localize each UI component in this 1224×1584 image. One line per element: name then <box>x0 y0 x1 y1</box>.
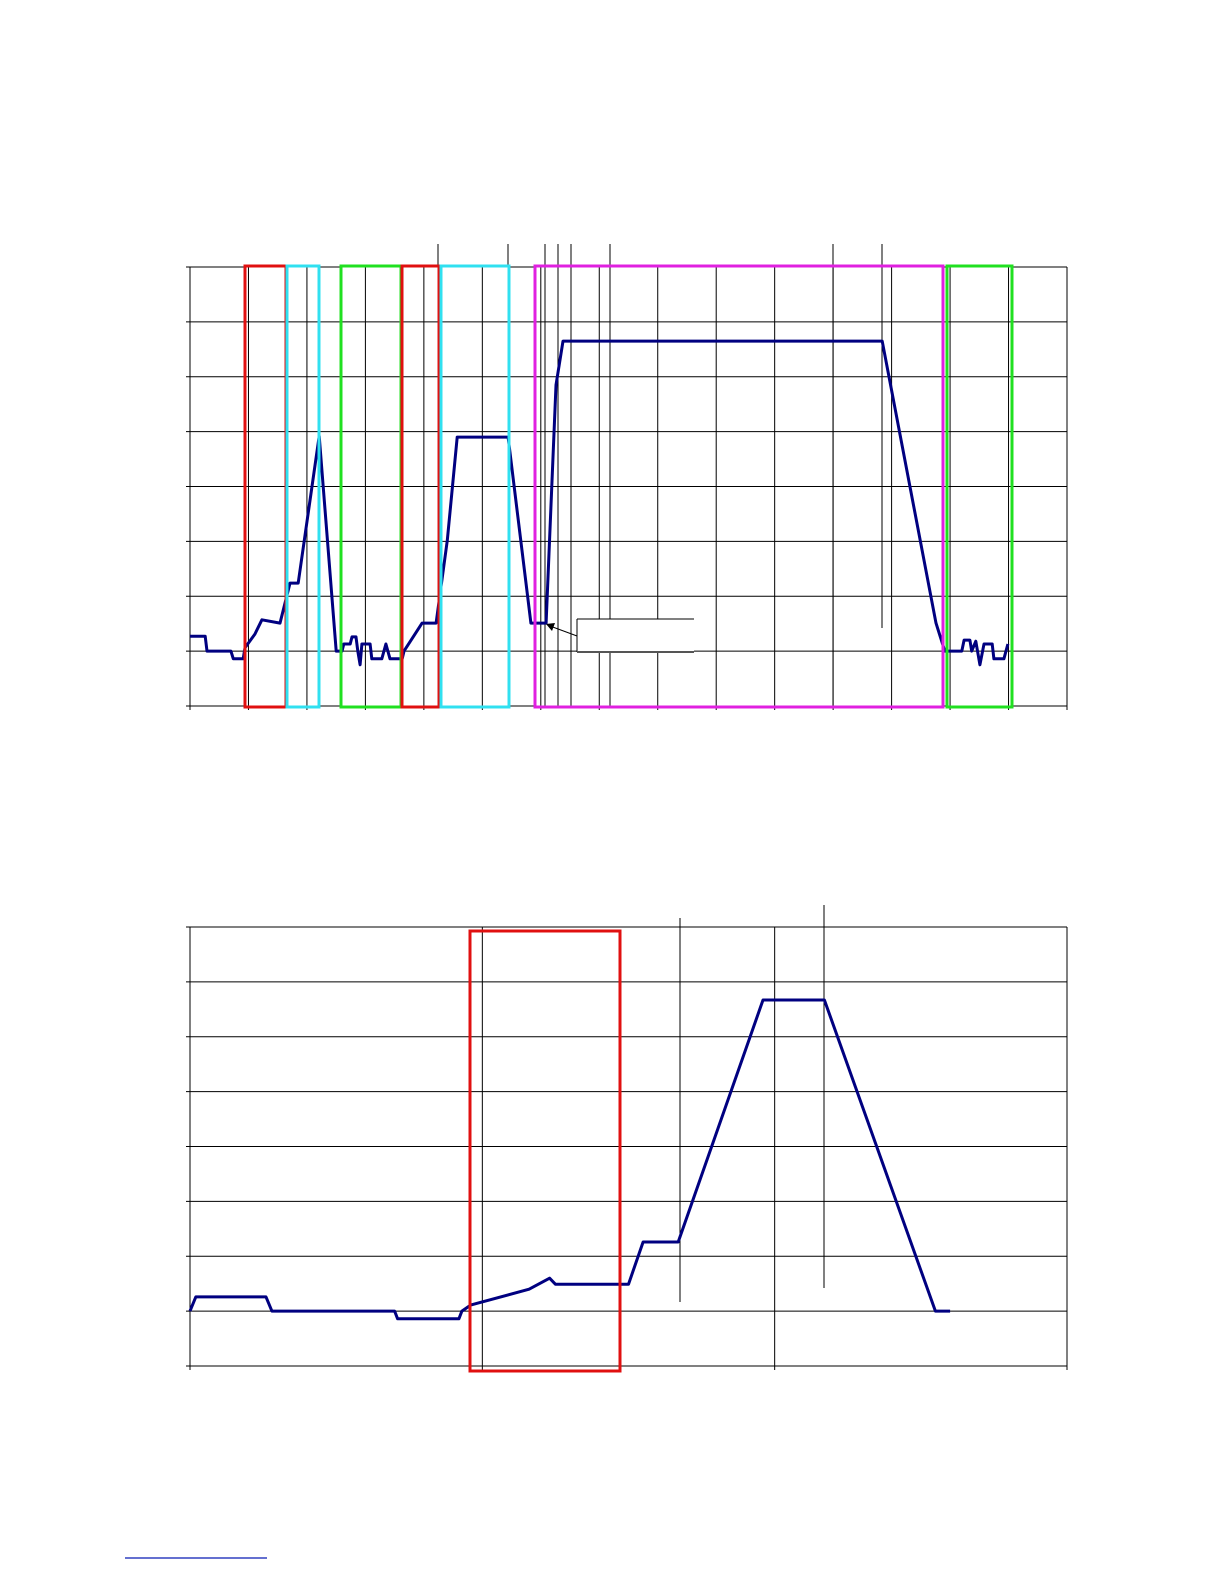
highlight-box <box>285 264 321 709</box>
highlight-box <box>468 929 622 1373</box>
callout-arrowhead <box>546 623 555 631</box>
callout <box>546 618 694 653</box>
line-chart <box>186 926 1068 1370</box>
highlight-boxes <box>243 264 1014 1373</box>
highlight-box <box>400 264 441 709</box>
callout-box <box>577 619 694 652</box>
annotation-lines <box>437 244 883 1302</box>
highlight-box <box>945 264 1014 709</box>
data-line <box>188 998 951 1321</box>
highlight-box <box>533 264 945 709</box>
highlight-box <box>439 264 511 709</box>
callout-arrow <box>549 625 578 637</box>
data-line <box>190 339 1010 667</box>
